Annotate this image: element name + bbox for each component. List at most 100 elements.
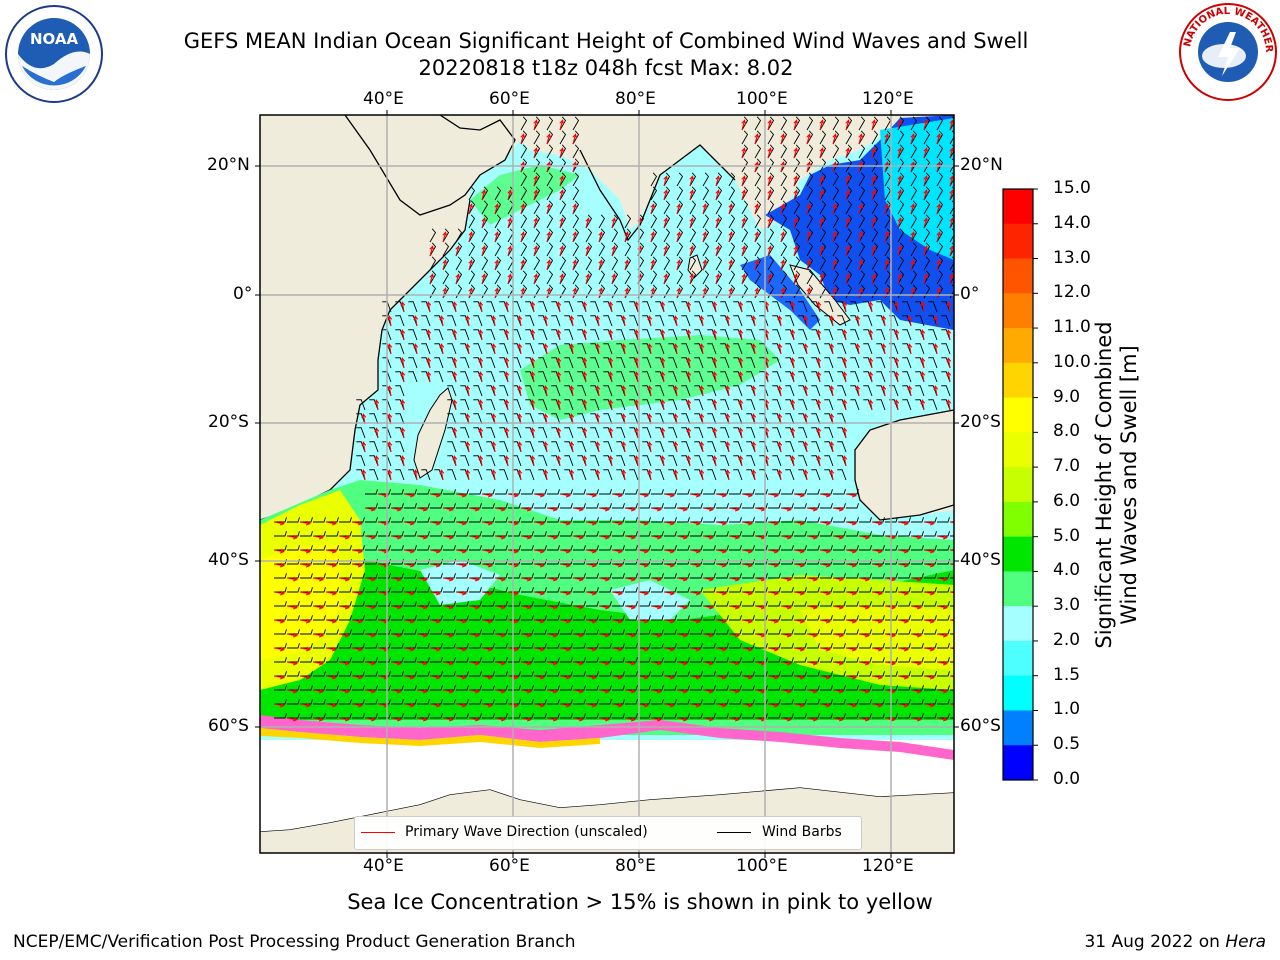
wind-barb (495, 615, 508, 621)
vector-field (273, 116, 954, 722)
wave-direction-arrow (533, 548, 545, 554)
wind-barb (716, 629, 729, 635)
wind-barb (573, 517, 586, 523)
wind-barb (564, 357, 574, 369)
wind-barb (642, 455, 652, 467)
wave-direction-arrow (845, 147, 851, 159)
wind-barb (365, 713, 378, 719)
wave-direction-arrow (894, 301, 900, 313)
wind-barb (846, 713, 859, 719)
wind-barb (495, 685, 508, 691)
wind-barb (533, 130, 541, 145)
wind-barb (391, 615, 404, 621)
wind-barb (923, 242, 931, 257)
wind-barb (707, 399, 717, 411)
wave-direction-arrow (595, 385, 601, 397)
wind-barb (937, 601, 950, 607)
wind-barb (560, 503, 573, 509)
wind-barb (365, 587, 378, 593)
wave-direction-arrow (455, 492, 467, 498)
wind-barb (481, 270, 489, 285)
wave-direction-arrow (933, 385, 939, 397)
wind-barb (599, 657, 612, 663)
wind-barb (742, 531, 755, 537)
wind-barb (482, 671, 495, 677)
wave-direction-arrow (559, 217, 565, 229)
wind-barb (421, 371, 431, 383)
wave-direction-arrow (676, 203, 682, 215)
wind-barb (469, 657, 482, 663)
wind-barb (546, 270, 554, 285)
wind-barb (456, 601, 469, 607)
wind-barb (746, 357, 756, 369)
wave-direction-arrow (442, 632, 454, 638)
wind-barb (455, 270, 463, 285)
colorbar-tick-label: 8.0 (1053, 421, 1081, 442)
wave-direction-arrow (741, 119, 747, 131)
wind-barb (404, 601, 417, 607)
wave-direction-arrow (663, 189, 669, 201)
wind-barb (521, 503, 534, 509)
wind-barb (845, 130, 853, 145)
wind-barb (741, 158, 749, 173)
wind-barb (559, 186, 567, 201)
wind-barb (638, 699, 651, 705)
wind-barb (846, 531, 859, 537)
wind-barb (551, 357, 561, 369)
wave-direction-arrow (533, 273, 539, 285)
wave-direction-arrow (715, 245, 721, 257)
wave-direction-arrow (520, 287, 526, 299)
wind-barb (859, 545, 872, 551)
wave-direction-arrow (647, 441, 653, 453)
wind-barb (832, 256, 840, 271)
wave-direction-arrow (533, 590, 545, 596)
wave-direction-arrow (611, 245, 617, 257)
wind-barb (690, 517, 703, 523)
wind-barb (872, 629, 885, 635)
wind-barb (897, 214, 905, 229)
wind-barb (352, 643, 365, 649)
wave-direction-arrow (611, 590, 623, 596)
wind-barb (599, 699, 612, 705)
wind-barb (430, 629, 443, 635)
wave-direction-arrow (855, 343, 861, 355)
wind-barb (681, 385, 691, 397)
wind-barb (274, 517, 287, 523)
wave-direction-arrow (897, 175, 903, 187)
wave-direction-arrow (611, 702, 623, 708)
wind-barb (638, 489, 651, 495)
wave-direction-arrow (390, 660, 402, 666)
wind-barb (547, 489, 560, 495)
wave-direction-arrow (299, 548, 311, 554)
wind-barb (460, 343, 470, 355)
wind-barb (586, 545, 599, 551)
colorbar-segment (1003, 397, 1033, 433)
wave-direction-arrow (923, 273, 929, 285)
wind-barb (807, 671, 820, 677)
wave-direction-arrow (624, 231, 630, 243)
wind-barb (447, 357, 457, 369)
wave-direction-arrow (780, 716, 792, 722)
wind-barb (482, 489, 495, 495)
wind-barb (391, 657, 404, 663)
wind-barb (546, 158, 554, 173)
wind-barb (798, 399, 808, 411)
wave-direction-arrow (702, 716, 714, 722)
wave-direction-arrow (624, 534, 636, 540)
legend-wind-barbs-swatch (717, 832, 751, 833)
wave-direction-arrow (754, 203, 760, 215)
lat-tick-right-0: 0° (960, 284, 980, 304)
wind-barb (885, 629, 898, 635)
wave-direction-arrow (556, 329, 562, 341)
wind-barb (772, 371, 782, 383)
wave-direction-arrow (468, 534, 480, 540)
wind-barb (910, 172, 918, 187)
wave-direction-arrow (663, 562, 675, 568)
wind-barb (651, 517, 664, 523)
wind-barb (689, 172, 697, 187)
wind-barb (768, 489, 781, 495)
wind-barb (369, 455, 379, 467)
wind-barb (677, 517, 690, 523)
wind-barb (559, 242, 567, 257)
colorbar-segment (1003, 189, 1033, 225)
